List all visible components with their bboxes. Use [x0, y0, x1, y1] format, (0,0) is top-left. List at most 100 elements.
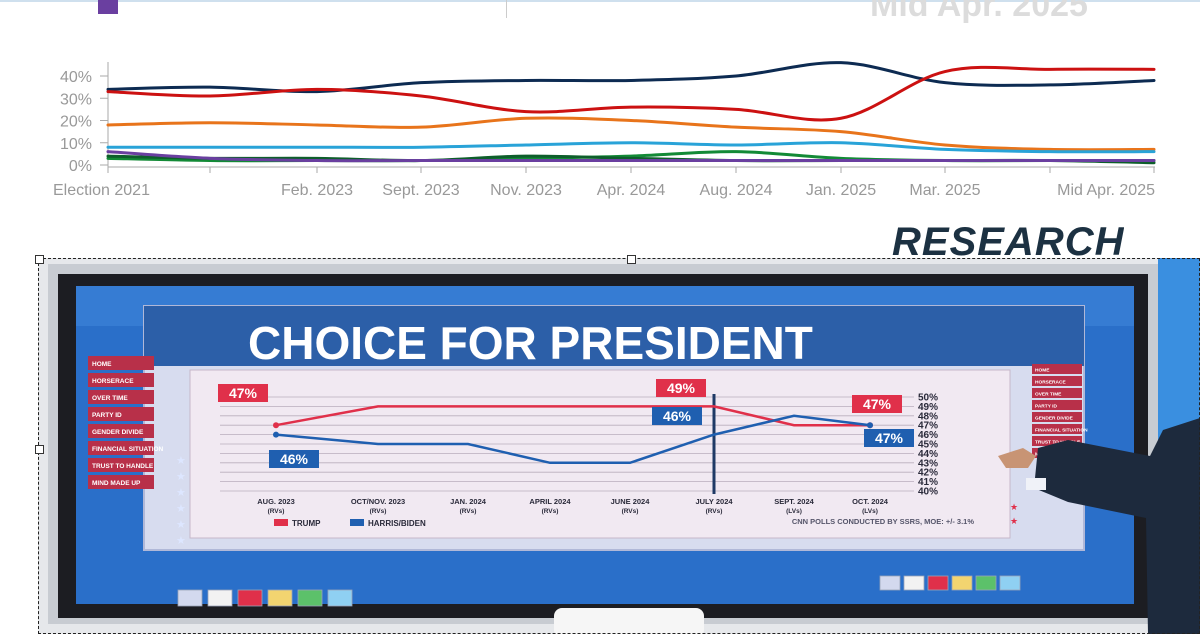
menu-left-item: [88, 475, 154, 489]
screen-series-line-0: [275, 405, 870, 427]
screen-x-subtick: (LVs): [862, 508, 878, 515]
floor-device: [554, 608, 704, 634]
x-tick-label: Election 2021: [53, 182, 150, 199]
legend-harris-label: HARRIS/BIDEN: [368, 519, 426, 528]
source-note: CNN POLLS CONDUCTED BY SSRS, MOE: +/- 3.…: [792, 517, 975, 526]
menu-left-item: [88, 373, 154, 387]
screen-x-tick: SEPT. 2024: [774, 497, 814, 506]
menu-left-label: TRUST TO HANDLE: [92, 463, 154, 470]
screen-y-tick: 49%: [918, 402, 938, 413]
menu-right-label: HORSERACE: [1035, 380, 1066, 386]
menu-left-item: [88, 424, 154, 438]
series-line-2: [106, 116, 1156, 152]
screen-x-subtick: (RVs): [370, 508, 387, 515]
menu-left-label: GENDER DIVIDE: [92, 429, 144, 436]
title-band: [144, 306, 1084, 366]
screen-y-tick: 41%: [918, 477, 938, 488]
screen-series-start-dot: [273, 431, 279, 438]
presenter-body: [1034, 418, 1200, 634]
menu-right-label: TRUST TO HANDLE: [1035, 440, 1081, 446]
menu-right-item: [1032, 400, 1082, 410]
screen-button-right: [903, 575, 925, 591]
screen-x-tick: JULY 2024: [695, 497, 733, 506]
legend-harris-swatch: [350, 519, 364, 526]
label-harris-july: 46%: [663, 408, 692, 424]
screen-x-tick: JAN. 2024: [450, 497, 487, 506]
label-harris-end-box: [864, 429, 914, 447]
screen-x-tick: OCT. 2024: [852, 497, 889, 506]
header-divider: [506, 0, 507, 18]
label-harris-start: 46%: [280, 451, 309, 467]
screen-button-left: [177, 589, 203, 607]
star-icon: ★: [176, 470, 186, 483]
star-icon: ★: [176, 518, 186, 531]
screen-button-right: [999, 575, 1021, 591]
y-tick-label: 30%: [60, 91, 92, 108]
y-tick-label: 20%: [60, 114, 92, 131]
menu-left-label: OVER TIME: [92, 395, 128, 402]
series-line-6: [106, 150, 1156, 163]
menu-left-label: FINANCIAL SITUATION: [92, 446, 164, 453]
menu-right-label: OVER TIME: [1035, 392, 1062, 398]
series-line-3: [106, 141, 1156, 154]
screen-x-tick: AUG. 2023: [257, 497, 295, 506]
y-tick-label: 10%: [60, 136, 92, 153]
screen-y-tick: 46%: [918, 430, 938, 441]
legend-trump-label: TRUMP: [292, 519, 321, 528]
y-tick-label: 0%: [69, 158, 92, 175]
screen-chart-svg: CHOICE FOR PRESIDENT HOME HORSERACE OVER TI…: [38, 258, 1200, 634]
screen-x-tick: APRIL 2024: [529, 497, 571, 506]
menu-left-item: [88, 458, 154, 472]
menu-left-label: PARTY ID: [92, 412, 122, 419]
menu-right-item: [1032, 424, 1082, 434]
screen-series-line-1: [275, 414, 871, 465]
screen-y-tick: 40%: [918, 487, 938, 498]
screen-button-right: [951, 575, 973, 591]
label-harris-end: 47%: [875, 430, 904, 446]
menu-right-item: [1032, 376, 1082, 386]
screen-y-tick: 42%: [918, 468, 938, 479]
screen-title: CHOICE FOR PRESIDENT: [248, 317, 813, 369]
legend-swatch: [98, 0, 118, 14]
screen-button-left: [237, 589, 263, 607]
menu-right-label: PARTY ID: [1035, 404, 1057, 410]
label-trump-end-box: [852, 395, 902, 413]
legend-trump-swatch: [274, 519, 288, 526]
x-tick-label: Mar. 2025: [909, 182, 980, 199]
screen-x-tick: JUNE 2024: [611, 497, 651, 506]
screen-x-subtick: (LVs): [786, 508, 802, 515]
label-trump-peak-box: [656, 379, 706, 397]
star-icon: ★: [176, 454, 186, 467]
poll-trend-chart: 40% 30% 20% 10% 0% Election 2021 Feb. 2023 Sept…: [53, 61, 1156, 199]
x-tick-label: Aug. 2024: [700, 182, 773, 199]
presenter-hand: [998, 448, 1036, 468]
x-tick-label: Apr. 2024: [597, 182, 666, 199]
screen-button-left: [297, 589, 323, 607]
menu-right-item: [1032, 364, 1082, 374]
menu-right-label: HOME: [1035, 368, 1050, 374]
screen-button-right: [975, 575, 997, 591]
menu-right-label: FINANCIAL SITUATION: [1035, 428, 1088, 434]
screen-button-left: [207, 589, 233, 607]
screen-button-left: [327, 589, 353, 607]
x-tick-label: Nov. 2023: [490, 182, 562, 199]
menu-left-item: [88, 441, 154, 455]
x-tick-label: Jan. 2025: [806, 182, 876, 199]
screen-series-start-dot: [273, 422, 279, 429]
screen-button-right: [927, 575, 949, 591]
y-tick-label: 40%: [60, 69, 92, 86]
screen-button-left: [267, 589, 293, 607]
star-icon: ★: [1010, 517, 1018, 527]
tv-screen-photo: CHOICE FOR PRESIDENT HOME HORSERACE OVER TI…: [38, 258, 1200, 634]
screen-x-subtick: (RVs): [268, 508, 285, 515]
screen-x-tick: OCT/NOV. 2023: [351, 497, 405, 506]
star-icon: ★: [1010, 503, 1018, 513]
screen-x-subtick: (RVs): [460, 508, 477, 515]
menu-left-item: [88, 356, 154, 370]
screen-button-right: [879, 575, 901, 591]
label-trump-start: 47%: [229, 385, 258, 401]
menu-right-item: [1032, 388, 1082, 398]
menu-left-item: [88, 407, 154, 421]
x-tick-label: Mid Apr. 2025: [1057, 182, 1155, 199]
x-tick-label: Feb. 2023: [281, 182, 353, 199]
